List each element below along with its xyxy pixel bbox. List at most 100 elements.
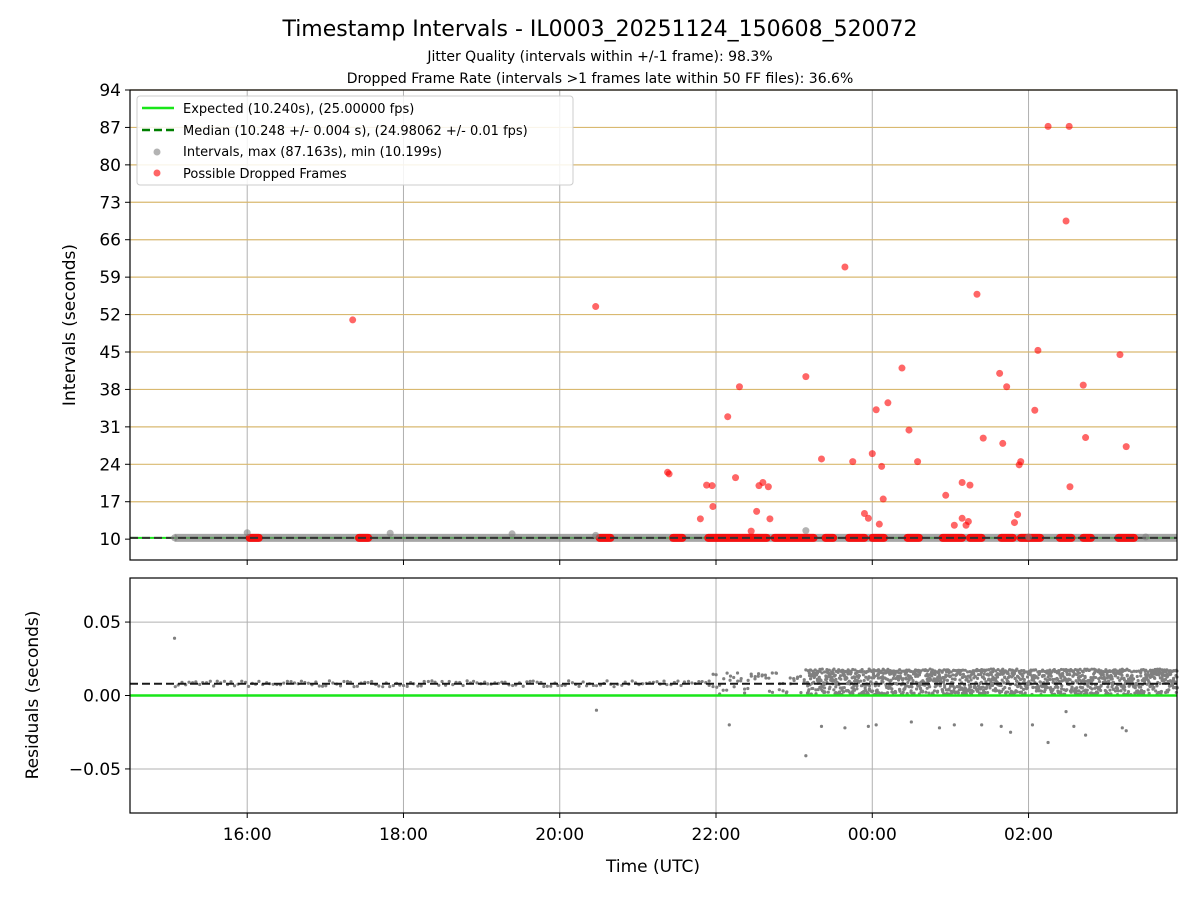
residual-point-1421 bbox=[869, 669, 874, 673]
residual-point-189 bbox=[770, 690, 775, 694]
residual-point-897 bbox=[1021, 674, 1025, 678]
residual-point-101 bbox=[528, 679, 532, 683]
residual-point-1176 bbox=[1108, 688, 1112, 692]
residual-point-1025 bbox=[1061, 671, 1065, 676]
residual-point-1469 bbox=[982, 668, 986, 672]
residual-point-300 bbox=[834, 685, 838, 689]
residual-point-165 bbox=[728, 674, 733, 678]
residual-point-117 bbox=[585, 684, 589, 688]
residual-point-1451 bbox=[940, 669, 944, 673]
residual-point-139 bbox=[662, 679, 666, 683]
residual-point-1169 bbox=[1106, 685, 1110, 689]
residual-point-163 bbox=[725, 688, 729, 692]
residual-point-137 bbox=[655, 680, 659, 684]
residual-point-172 bbox=[743, 691, 747, 695]
residual-point-1449 bbox=[935, 670, 939, 674]
legend-intervals-label: Intervals, max (87.163s), min (10.199s) bbox=[183, 145, 442, 160]
residual-point-813 bbox=[994, 688, 999, 693]
dropped-frame-point-32 bbox=[942, 491, 950, 499]
residual-point-1492 bbox=[1036, 670, 1040, 674]
residual-point-1496 bbox=[1045, 669, 1049, 673]
residual-point-1489 bbox=[1029, 668, 1033, 672]
residual-point-83 bbox=[465, 679, 469, 683]
residual-point-12 bbox=[215, 679, 219, 683]
dropped-frame-point-12 bbox=[753, 507, 761, 515]
dropped-frame-point-49 bbox=[1034, 346, 1042, 354]
interval-point-4 bbox=[592, 531, 600, 539]
residual-point-1324 bbox=[1155, 684, 1159, 688]
residual-point-149 bbox=[697, 679, 701, 684]
residual-point-1472 bbox=[989, 667, 993, 671]
dropped-frame-point-4 bbox=[696, 515, 704, 523]
residual-point-1531 bbox=[1127, 668, 1131, 673]
dropped-frame-point-45 bbox=[1014, 511, 1022, 519]
residual-point-892 bbox=[1019, 690, 1024, 694]
residual-point-781 bbox=[984, 686, 989, 690]
residual-point-516 bbox=[901, 677, 905, 681]
top-axes-frame bbox=[129, 89, 1178, 561]
residual-point-154 bbox=[711, 672, 715, 676]
dropped-frame-point-35 bbox=[958, 514, 966, 522]
residual-point-771 bbox=[981, 685, 985, 689]
residual-point-82 bbox=[461, 683, 465, 688]
residual-point-840 bbox=[1003, 675, 1007, 680]
residual-point-504 bbox=[897, 687, 902, 691]
residual-point-1530 bbox=[1125, 667, 1129, 671]
residual-point-1508 bbox=[1073, 667, 1078, 672]
residual-point-168 bbox=[735, 671, 740, 675]
residual-point-cloud bbox=[173, 667, 1179, 697]
residual-outlier-16 bbox=[1064, 710, 1068, 714]
dropped-frame-point-56 bbox=[1116, 351, 1124, 359]
residual-point-342 bbox=[847, 679, 851, 683]
residual-point-1408 bbox=[839, 669, 843, 673]
residual-point-79 bbox=[451, 683, 455, 687]
residual-point-4 bbox=[187, 680, 191, 684]
dropped-frame-point-42 bbox=[999, 439, 1007, 447]
residual-point-153 bbox=[707, 679, 711, 683]
dropped-frame-point-52 bbox=[1066, 483, 1074, 491]
residual-point-203 bbox=[795, 676, 799, 680]
residual-point-181 bbox=[756, 672, 761, 676]
residual-point-1010 bbox=[1056, 685, 1060, 690]
residual-point-106 bbox=[545, 684, 549, 688]
residual-point-1275 bbox=[1139, 685, 1143, 689]
dropped-frame-point-41 bbox=[996, 369, 1004, 377]
residual-point-746 bbox=[973, 674, 977, 679]
residual-point-674 bbox=[951, 673, 955, 677]
residual-point-36 bbox=[299, 679, 304, 683]
residual-point-721 bbox=[966, 679, 971, 684]
residual-point-1213 bbox=[1120, 676, 1124, 681]
residual-point-463 bbox=[885, 691, 890, 695]
residual-point-1403 bbox=[827, 668, 831, 672]
residual-point-1407 bbox=[837, 668, 841, 672]
residual-point-636 bbox=[939, 678, 943, 682]
dropped-frame-point-3 bbox=[665, 470, 673, 478]
residual-outlier-1 bbox=[594, 708, 599, 712]
residual-point-156 bbox=[714, 673, 718, 677]
residual-point-78 bbox=[447, 679, 451, 684]
residual-point-1533 bbox=[1132, 669, 1136, 673]
residual-point-1246 bbox=[1130, 674, 1134, 678]
residual-point-1199 bbox=[1115, 686, 1120, 691]
residual-point-174 bbox=[746, 686, 750, 691]
residual-point-736 bbox=[971, 689, 975, 693]
x-tick-label-2: 20:00 bbox=[535, 825, 584, 845]
residual-point-417 bbox=[870, 689, 875, 693]
residual-point-86 bbox=[475, 681, 479, 685]
residual-point-603 bbox=[928, 678, 933, 682]
residual-point-1542 bbox=[1153, 667, 1157, 672]
interval-point-5 bbox=[802, 527, 810, 535]
residual-point-1162 bbox=[1104, 680, 1108, 684]
dropped-frame-point-27 bbox=[879, 495, 887, 503]
x-tick-label-1: 18:00 bbox=[379, 825, 428, 845]
residual-point-187 bbox=[767, 689, 772, 693]
residual-point-7 bbox=[198, 682, 202, 687]
residual-point-646 bbox=[942, 678, 946, 682]
dropped-frame-point-26 bbox=[878, 462, 886, 470]
residual-point-252 bbox=[819, 678, 823, 683]
residual-point-1183 bbox=[1110, 677, 1114, 681]
dropped-frame-point-30 bbox=[905, 426, 913, 434]
residual-point-47 bbox=[338, 684, 343, 688]
